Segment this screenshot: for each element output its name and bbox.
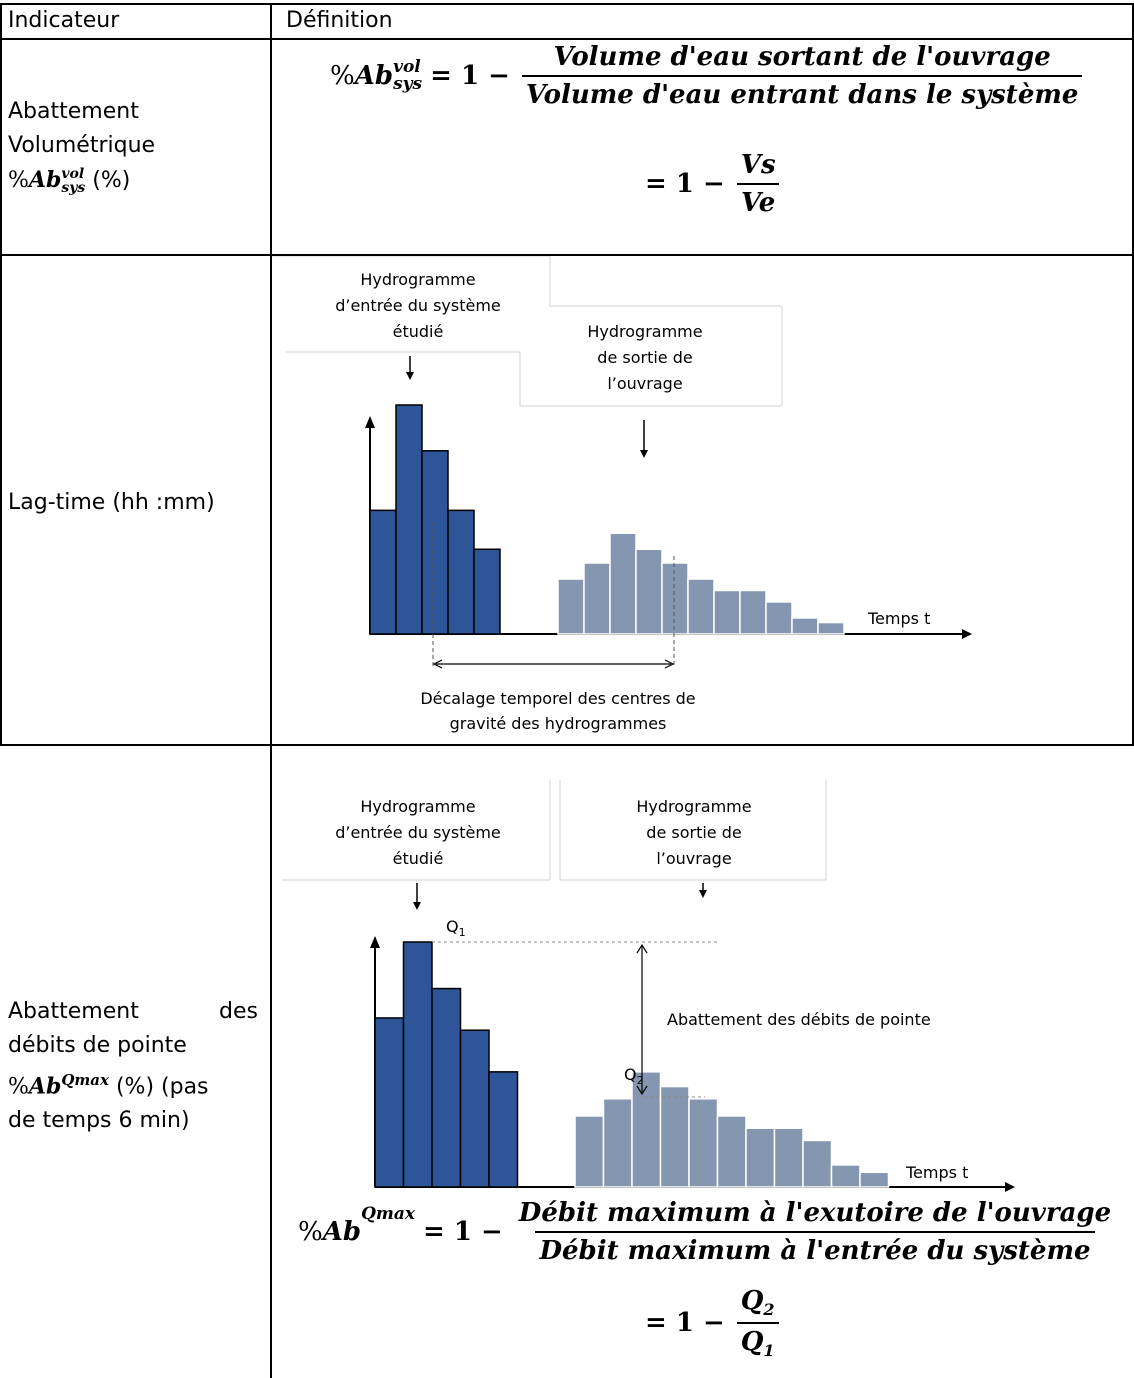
inlet-bars-2 bbox=[374, 941, 519, 1188]
svg-text:étudié: étudié bbox=[393, 849, 444, 868]
peak-reduction-label: Abattement des débits de pointe bbox=[667, 1010, 931, 1029]
outlet-bar bbox=[716, 1115, 747, 1188]
row3-numerator: Débit maximum à l'exutoire de l'ouvrage bbox=[518, 1198, 1112, 1228]
row2-bottom-border bbox=[0, 744, 1134, 746]
outlet-bar bbox=[739, 589, 767, 635]
shift-label-line1: Décalage temporel des centres de bbox=[420, 689, 695, 708]
outlet-bar bbox=[583, 562, 611, 635]
outlet-bar bbox=[817, 621, 845, 635]
outlet-callout-2: Hydrogramme de sortie de l’ouvrage bbox=[559, 780, 827, 881]
inlet-label-line2: d’entrée du système bbox=[335, 296, 501, 315]
peak-flow-diagram: Hydrogramme d’entrée du système étudié H… bbox=[282, 780, 1015, 1192]
left-border bbox=[0, 3, 2, 744]
time-axis-label-2: Temps t bbox=[905, 1163, 968, 1182]
svg-text:l’ouvrage: l’ouvrage bbox=[656, 849, 731, 868]
inlet-bar bbox=[421, 450, 449, 635]
inlet-label-line1: Hydrogramme bbox=[360, 270, 475, 289]
outlet-bar bbox=[609, 532, 637, 635]
svg-text:d’entrée du système: d’entrée du système bbox=[335, 823, 501, 842]
table-top-border bbox=[0, 3, 1134, 5]
outlet-label-line3: l’ouvrage bbox=[607, 374, 682, 393]
outlet-bar bbox=[688, 1098, 719, 1188]
outlet-bars bbox=[557, 532, 845, 635]
inlet-bar bbox=[431, 987, 462, 1188]
column-divider bbox=[270, 3, 272, 1378]
row1-denominator: Volume d'eau entrant dans le système bbox=[521, 75, 1083, 110]
outlet-bar bbox=[745, 1127, 776, 1188]
outlet-label-line2: de sortie de bbox=[597, 348, 692, 367]
inlet-callout: Hydrogramme d’entrée du système étudié bbox=[272, 256, 783, 407]
row1-formula: % Ab vol sys = 1 − Volume d'eau sortant de … bbox=[330, 42, 1086, 110]
inlet-bar bbox=[402, 941, 433, 1188]
inlet-bar bbox=[395, 404, 423, 635]
svg-text:Hydrogramme: Hydrogramme bbox=[360, 797, 475, 816]
outlet-bar bbox=[659, 1085, 690, 1188]
header-indicator: Indicateur bbox=[8, 8, 120, 33]
right-border bbox=[1132, 3, 1134, 744]
lag-time-diagram: Hydrogramme d’entrée du système étudié H… bbox=[272, 256, 972, 733]
row1-numerator: Volume d'eau sortant de l'ouvrage bbox=[553, 42, 1051, 72]
outlet-bar bbox=[631, 1071, 662, 1188]
row3-formula: % Ab Qmax = 1 − Débit maximum à l'exutoire… bbox=[298, 1198, 1119, 1266]
inlet-bar bbox=[447, 509, 475, 635]
q2-label: Q2 bbox=[624, 1065, 644, 1087]
outlet-bar bbox=[773, 1127, 804, 1188]
outlet-bar bbox=[661, 562, 689, 635]
row1-label-symbol: %Ab vol sys (%) bbox=[8, 166, 131, 196]
inlet-bar bbox=[473, 548, 501, 635]
row3-label: Abattement des débits de pointe %AbQmax (… bbox=[8, 999, 258, 1134]
outlet-bar bbox=[557, 578, 585, 635]
inlet-bar bbox=[459, 1029, 490, 1188]
row1-label-line1: Abattement bbox=[8, 99, 139, 124]
inlet-callout-2: Hydrogramme d’entrée du système étudié bbox=[282, 780, 551, 881]
row2-label: Lag-time (hh :mm) bbox=[8, 490, 215, 515]
inlet-bars bbox=[369, 404, 501, 635]
row1-formula-short: = 1 − Vs Ve bbox=[645, 150, 784, 218]
time-axis-label: Temps t bbox=[867, 609, 930, 628]
svg-text:de sortie de: de sortie de bbox=[646, 823, 741, 842]
row3-formula-short: = 1 − Q2 Q1 bbox=[645, 1286, 783, 1360]
outlet-bar bbox=[830, 1164, 861, 1188]
row1-label: Abattement Volumétrique %Ab vol sys (%) bbox=[8, 95, 263, 198]
outlet-bar bbox=[635, 548, 663, 635]
outlet-bar bbox=[602, 1098, 633, 1188]
outlet-bar bbox=[687, 578, 715, 635]
inlet-bar bbox=[374, 1017, 405, 1188]
inlet-label-line3: étudié bbox=[393, 322, 444, 341]
shift-label-line2: gravité des hydrogrammes bbox=[450, 714, 667, 733]
outlet-bar bbox=[713, 589, 741, 635]
outlet-bar bbox=[791, 617, 819, 635]
outlet-bar bbox=[574, 1115, 605, 1188]
row1-label-line2: Volumétrique bbox=[8, 133, 156, 158]
outlet-bars-2 bbox=[574, 1071, 890, 1188]
svg-text:Hydrogramme: Hydrogramme bbox=[636, 797, 751, 816]
header-bottom-border bbox=[0, 38, 1134, 40]
outlet-label-line1: Hydrogramme bbox=[587, 322, 702, 341]
inlet-bar bbox=[369, 509, 397, 635]
row3-denominator: Débit maximum à l'entrée du système bbox=[535, 1231, 1095, 1266]
header-definition: Définition bbox=[286, 8, 393, 33]
q1-label: Q1 bbox=[446, 917, 466, 939]
outlet-bar bbox=[859, 1171, 890, 1188]
outlet-callout: Hydrogramme de sortie de l’ouvrage bbox=[587, 322, 702, 393]
inlet-bar bbox=[488, 1071, 519, 1188]
outlet-bar bbox=[765, 601, 793, 635]
row1-bottom-border bbox=[0, 254, 1134, 256]
outlet-bar bbox=[802, 1139, 833, 1188]
